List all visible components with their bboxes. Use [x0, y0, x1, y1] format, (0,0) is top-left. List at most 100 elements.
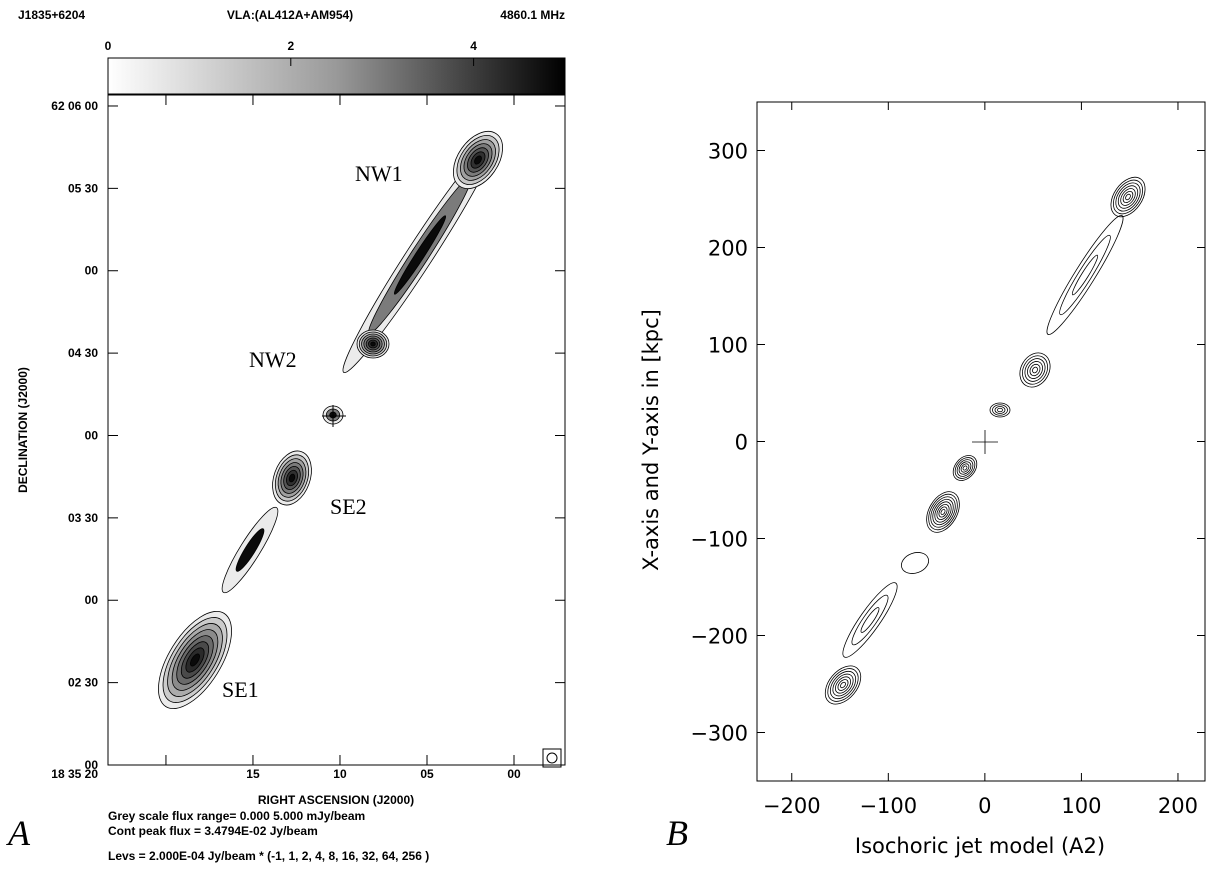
panel-label: B [666, 813, 688, 853]
y-tick-label: 00 [85, 593, 99, 607]
y-tick-label: −100 [690, 528, 748, 552]
cross [972, 430, 998, 454]
contour [954, 457, 976, 479]
panel-label: A [6, 813, 31, 853]
contour [288, 473, 296, 483]
contour [992, 404, 1008, 416]
contour [938, 506, 948, 518]
contour [1117, 185, 1139, 209]
contour [1059, 234, 1111, 316]
contour-plot [824, 176, 1146, 705]
contour [989, 402, 1011, 418]
contour [901, 552, 929, 574]
header-text: VLA:(AL412A+AM954) [227, 8, 353, 22]
x-tick-label: 00 [507, 767, 521, 781]
contour [837, 679, 849, 691]
contour [930, 496, 956, 528]
y-tick-label: 05 30 [68, 181, 98, 195]
y-tick-label: 300 [708, 140, 748, 164]
y-tick-label: 03 30 [68, 511, 98, 525]
y-axis-label: X-axis and Y-axis in [kpc] [639, 309, 663, 571]
beam-box [542, 748, 562, 768]
contour [928, 493, 958, 531]
contour [994, 406, 1006, 414]
contour [1122, 190, 1134, 204]
x-tick-label: 05 [420, 767, 434, 781]
header-text: 4860.1 MHz [500, 8, 565, 22]
y-tick-label: 02 30 [68, 676, 98, 690]
x-tick-label: −200 [763, 794, 821, 818]
y-tick-label: 200 [708, 237, 748, 261]
x-tick-label: 0 [978, 794, 991, 818]
x-tick-label: 10 [333, 767, 347, 781]
colorbar [107, 57, 566, 95]
contour [1110, 176, 1146, 218]
contour [474, 155, 482, 165]
contour [932, 498, 954, 526]
contour [842, 582, 898, 658]
note: Levs = 2.000E-04 Jy/beam * (-1, 1, 2, 4,… [108, 849, 429, 863]
contour [958, 461, 972, 475]
contour [997, 407, 1003, 413]
contour [1019, 352, 1051, 388]
radio-map [158, 130, 562, 768]
annotation: SE2 [330, 494, 367, 519]
contour [1032, 366, 1038, 374]
y-tick-label: 100 [708, 334, 748, 358]
annotation: SE1 [222, 677, 259, 702]
contour [936, 503, 950, 521]
y-tick-label: −200 [690, 625, 748, 649]
y-tick-label: 00 [85, 428, 99, 442]
frame [107, 94, 566, 766]
contour [1125, 193, 1131, 201]
contour [190, 653, 200, 667]
beam [546, 752, 558, 764]
contour [393, 215, 447, 295]
note: Cont peak flux = 3.4794E-02 Jy/beam [108, 824, 318, 838]
contour [1027, 361, 1043, 379]
colorbar-tick-label: 2 [287, 39, 294, 53]
x-tick-label: 18 35 20 [51, 767, 98, 781]
contour [1071, 254, 1099, 296]
x-axis-label: RIGHT ASCENSION (J2000) [258, 793, 414, 807]
contour [1120, 188, 1136, 206]
contour [962, 465, 968, 471]
contour [1112, 179, 1144, 215]
colorbar-tick-label: 0 [105, 39, 112, 53]
y-tick-label: 00 [85, 264, 99, 278]
contour [940, 509, 946, 515]
x-tick-label: −100 [859, 794, 917, 818]
y-tick-label: −300 [690, 722, 748, 746]
y-axis-label: DECLINATION (J2000) [16, 367, 30, 493]
contour [1022, 355, 1048, 385]
cross [322, 405, 346, 427]
x-tick-label: 200 [1158, 794, 1198, 818]
contour [840, 681, 846, 689]
note: Grey scale flux range= 0.000 5.000 mJy/b… [108, 809, 365, 823]
y-tick-label: 0 [735, 431, 748, 455]
contour [926, 491, 960, 533]
annotation: NW1 [355, 161, 403, 186]
x-tick-label: 100 [1061, 794, 1101, 818]
colorbar-tick-label: 4 [470, 39, 477, 53]
contour [860, 607, 880, 633]
contour [834, 676, 852, 694]
contour [1046, 215, 1124, 335]
contour [235, 528, 265, 572]
annotation: NW2 [249, 347, 297, 372]
contour [934, 501, 952, 523]
contour [1029, 363, 1041, 377]
contour [1024, 358, 1046, 382]
contour [827, 668, 859, 702]
contour [370, 341, 376, 347]
y-tick-label: 62 06 00 [51, 99, 98, 113]
contour [960, 463, 970, 473]
header-text: J1835+6204 [18, 8, 85, 22]
x-axis-label: Isochoric jet model (A2) [855, 834, 1105, 858]
y-tick-label: 00 [85, 758, 99, 772]
contour [851, 594, 889, 646]
contour [824, 665, 862, 705]
contour [829, 670, 857, 700]
y-tick-label: 04 30 [68, 346, 98, 360]
